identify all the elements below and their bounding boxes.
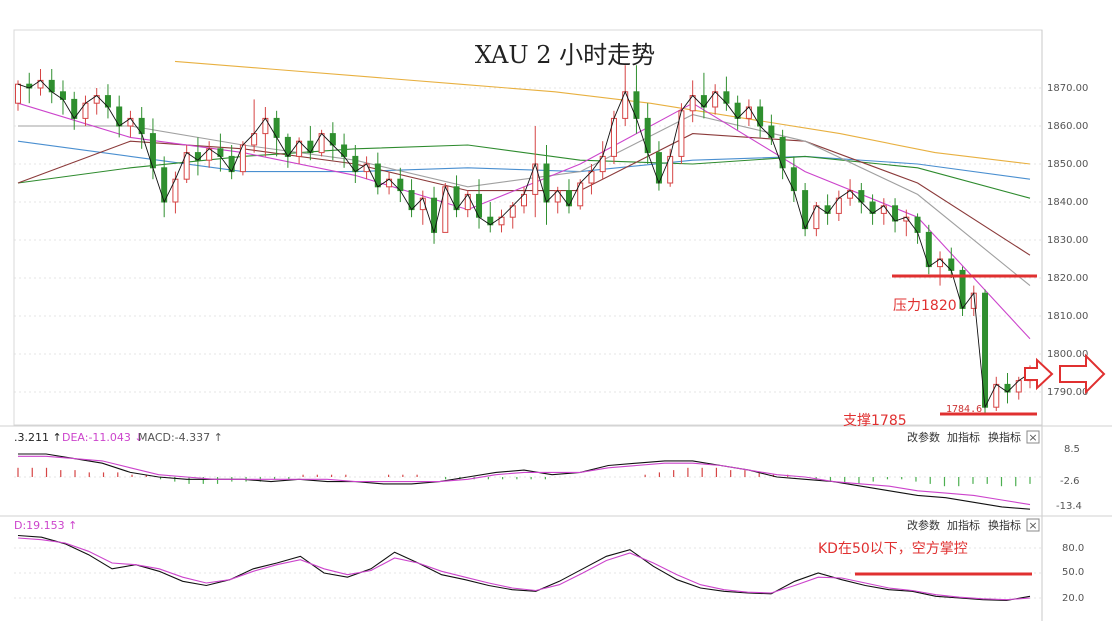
kd-add-indicator-button[interactable]: 加指标 — [947, 518, 980, 532]
chart-title: XAU 2 小时走势 — [475, 41, 655, 69]
macd-add-indicator-button[interactable]: 加指标 — [947, 430, 980, 444]
price-tick-1870: 1870.00 — [1047, 83, 1088, 94]
price-tick-1820: 1820.00 — [1047, 273, 1088, 284]
grid-layer — [14, 87, 1042, 393]
kd-close-button[interactable] — [1026, 518, 1040, 532]
moving-average-line — [18, 114, 1031, 287]
macd-tick-bottom: -13.4 — [1056, 501, 1082, 512]
kd-layer — [14, 534, 1042, 602]
kd-switch-indicator-button[interactable]: 换指标 — [988, 518, 1021, 532]
kd-axis-labels: 80.0 50.0 20.0 — [1062, 543, 1084, 604]
price-tick-1790: 1790.00 — [1047, 387, 1088, 398]
support-label: 支撑1785 — [843, 413, 907, 429]
price-axis-labels: 1870.00 1860.00 1850.00 1840.00 1830.00 … — [1047, 83, 1088, 398]
kd-tick-50: 50.0 — [1062, 567, 1084, 578]
low-price-label: 1784.6 — [946, 404, 982, 415]
macd-tick-mid: -2.6 — [1060, 476, 1080, 487]
moving-average-line — [17, 102, 1031, 340]
macd-axis-labels: 8.5 -2.6 -13.4 — [1056, 444, 1082, 512]
kd-value-text: D:19.153 ↑ — [14, 519, 77, 532]
macd-close-icon: × — [1028, 431, 1037, 444]
macd-value-text: MACD:-4.337 ↑ — [138, 431, 223, 444]
direction-arrow-large-icon — [1059, 353, 1106, 395]
price-tick-1800: 1800.00 — [1047, 349, 1088, 360]
kd-annotation: KD在50以下，空方掌控 — [818, 541, 968, 557]
price-tick-1830: 1830.00 — [1047, 235, 1088, 246]
resistance-label: 压力1820 — [893, 298, 957, 314]
macd-close-button[interactable] — [1026, 430, 1040, 444]
kd-close-icon: × — [1028, 519, 1037, 532]
macd-layer — [14, 453, 1042, 510]
price-tick-1860: 1860.00 — [1047, 121, 1088, 132]
kd-d-line — [17, 537, 1031, 601]
kd-change-params-button[interactable]: 改参数 — [907, 518, 940, 532]
macd-dea-text: DEA:-11.043 ↓ — [62, 431, 144, 444]
macd-tick-top: 8.5 — [1064, 444, 1080, 455]
direction-arrow-icon — [1024, 357, 1054, 391]
kd-k-line — [17, 534, 1031, 602]
moving-average-line — [174, 60, 1031, 165]
candle-body — [15, 83, 21, 104]
price-tick-1810: 1810.00 — [1047, 311, 1088, 322]
price-tick-1850: 1850.00 — [1047, 159, 1088, 170]
macd-switch-indicator-button[interactable]: 换指标 — [988, 430, 1021, 444]
kd-tick-80: 80.0 — [1062, 543, 1084, 554]
macd-dea-line — [18, 455, 1031, 506]
macd-dif-line — [18, 453, 1031, 510]
kd-tick-20: 20.0 — [1062, 593, 1084, 604]
moving-average-line — [17, 140, 1031, 180]
candlestick-layer — [15, 65, 1033, 413]
macd-dif-text: .3.211 ↑ — [14, 431, 62, 444]
close-price-line — [17, 79, 1031, 409]
price-tick-1840: 1840.00 — [1047, 197, 1088, 208]
macd-change-params-button[interactable]: 改参数 — [907, 430, 940, 444]
